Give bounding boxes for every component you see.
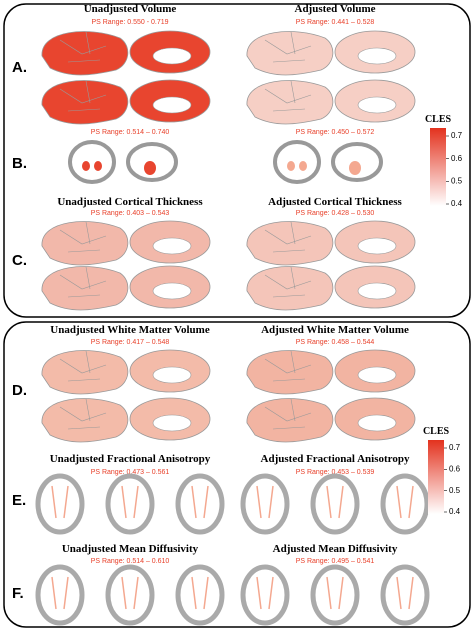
subcortical xyxy=(287,161,295,171)
panel-letter: E. xyxy=(12,492,26,509)
ps-range: PS Range: 0.417 – 0.548 xyxy=(91,339,170,346)
ps-range: PS Range: 0.458 – 0.544 xyxy=(296,339,375,346)
sulcus xyxy=(264,398,312,430)
colorbar-tick-label: 0.5 xyxy=(451,176,463,185)
ps-range: PS Range: 0.550 - 0.719 xyxy=(91,19,168,26)
brain-medial-center xyxy=(357,96,397,114)
ps-range: PS Range: 0.428 – 0.530 xyxy=(296,210,375,217)
brain-axial xyxy=(105,564,155,626)
panel-title: Unadjusted Volume xyxy=(84,3,177,15)
sulcus xyxy=(59,31,107,63)
brain-medial-center xyxy=(357,282,397,300)
brain-axial xyxy=(35,564,85,626)
colorbar-title: CLES xyxy=(425,114,452,125)
brain-medial-center xyxy=(357,414,397,432)
brain-medial-center xyxy=(152,237,192,255)
tract xyxy=(256,485,274,519)
sulcus xyxy=(264,221,312,253)
brain-medial-center xyxy=(152,47,192,65)
brain-coronal xyxy=(68,140,116,184)
brain-axial xyxy=(380,564,430,626)
tract xyxy=(326,485,344,519)
panel-title: Unadjusted Fractional Anisotropy xyxy=(50,453,211,465)
tract xyxy=(191,485,209,519)
sulcus xyxy=(264,266,312,298)
panel-title: Unadjusted Mean Diffusivity xyxy=(62,543,199,555)
brain-medial-center xyxy=(357,47,397,65)
colorbar-tick-label: 0.7 xyxy=(449,443,461,452)
brain-medial-center xyxy=(152,282,192,300)
tract xyxy=(121,576,139,610)
panel-title: Adjusted White Matter Volume xyxy=(261,324,409,336)
ps-range: PS Range: 0.450 – 0.572 xyxy=(296,129,375,136)
sulcus xyxy=(59,221,107,253)
brain-axial xyxy=(175,473,225,535)
brain-axial xyxy=(380,473,430,535)
sulcus xyxy=(59,80,107,112)
panel-title: Unadjusted White Matter Volume xyxy=(50,324,210,336)
tract xyxy=(51,485,69,519)
colorbar-title: CLES xyxy=(423,426,450,437)
colorbar-tick-label: 0.4 xyxy=(449,507,461,516)
panel-letter: F. xyxy=(12,585,24,602)
brain-axial xyxy=(175,564,225,626)
brain-axial xyxy=(240,473,290,535)
brain-medial-center xyxy=(152,366,192,384)
brain-axial xyxy=(310,473,360,535)
sulcus xyxy=(59,350,107,382)
panel-title: Adjusted Cortical Thickness xyxy=(268,196,402,208)
panel-letter: B. xyxy=(12,155,27,172)
subcortical xyxy=(349,161,361,175)
colorbar-tick-label: 0.6 xyxy=(449,464,461,473)
colorbar xyxy=(428,440,444,514)
panel-box xyxy=(3,3,471,318)
brain-axial xyxy=(310,564,360,626)
sulcus xyxy=(264,350,312,382)
tract xyxy=(191,576,209,610)
colorbar-tick-label: 0.5 xyxy=(449,486,461,495)
tract xyxy=(396,485,414,519)
brain-axial xyxy=(35,473,85,535)
ps-range: PS Range: 0.495 – 0.541 xyxy=(296,558,375,565)
sulcus xyxy=(59,398,107,430)
tract xyxy=(396,576,414,610)
brain-medial-center xyxy=(357,366,397,384)
tract xyxy=(256,576,274,610)
ps-range: PS Range: 0.514 – 0.610 xyxy=(91,558,170,565)
subcortical xyxy=(82,161,90,171)
colorbar xyxy=(430,128,446,206)
ps-range: PS Range: 0.453 – 0.539 xyxy=(296,469,375,476)
subcortical xyxy=(144,161,156,175)
ps-range: PS Range: 0.403 – 0.543 xyxy=(91,210,170,217)
panel-title: Adjusted Volume xyxy=(295,3,376,15)
ps-range: PS Range: 0.514 – 0.740 xyxy=(91,129,170,136)
sulcus xyxy=(264,31,312,63)
tract xyxy=(121,485,139,519)
panel-letter: D. xyxy=(12,382,27,399)
ps-range: PS Range: 0.441 – 0.528 xyxy=(296,19,375,26)
tract xyxy=(51,576,69,610)
tract xyxy=(326,576,344,610)
brain-medial-center xyxy=(152,414,192,432)
brain-coronal xyxy=(273,140,321,184)
panel-letter: A. xyxy=(12,59,27,76)
brain-medial-center xyxy=(152,96,192,114)
panel-title: Adjusted Mean Diffusivity xyxy=(273,543,398,555)
colorbar-tick-label: 0.7 xyxy=(451,131,463,140)
brain-medial-center xyxy=(357,237,397,255)
panel-title: Adjusted Fractional Anisotropy xyxy=(261,453,410,465)
sulcus xyxy=(264,80,312,112)
brain-axial xyxy=(105,473,155,535)
subcortical xyxy=(299,161,307,171)
ps-range: PS Range: 0.473 – 0.561 xyxy=(91,469,170,476)
colorbar-tick-label: 0.4 xyxy=(451,199,463,208)
colorbar-tick-label: 0.6 xyxy=(451,154,463,163)
sulcus xyxy=(59,266,107,298)
brain-axial xyxy=(240,564,290,626)
panel-title: Unadjusted Cortical Thickness xyxy=(57,196,203,208)
subcortical xyxy=(94,161,102,171)
panel-letter: C. xyxy=(12,252,27,269)
panel-box xyxy=(3,321,471,628)
